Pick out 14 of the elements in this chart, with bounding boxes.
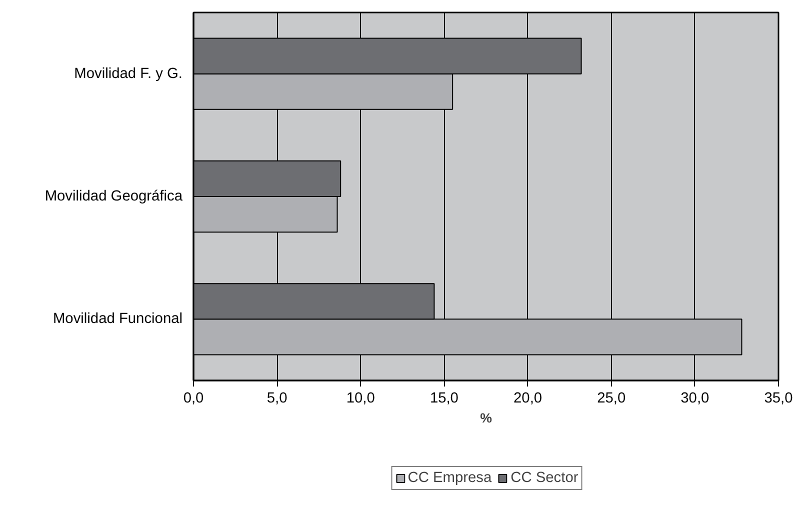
- x-tick-label: 35,0: [764, 390, 793, 406]
- x-tick-label: 25,0: [597, 390, 626, 406]
- x-tick-label: 20,0: [514, 390, 542, 406]
- x-tick-label: 10,0: [346, 390, 375, 406]
- x-tick-label: 30,0: [680, 390, 710, 406]
- y-tick-label: Movilidad Funcional: [52, 311, 182, 328]
- x-tick-label: 0,0: [183, 390, 204, 406]
- y-tick-label: Movilidad F. y G.: [74, 66, 183, 82]
- y-tick-label: Movilidad Geográfica: [44, 188, 184, 204]
- x-tick-label: 5,0: [266, 390, 288, 406]
- x-axis-title: %: [480, 410, 492, 426]
- x-tick-label: 15,0: [430, 390, 458, 406]
- legend-label: CC Sector: [510, 470, 578, 486]
- legend-label: CC Empresa: [408, 470, 492, 486]
